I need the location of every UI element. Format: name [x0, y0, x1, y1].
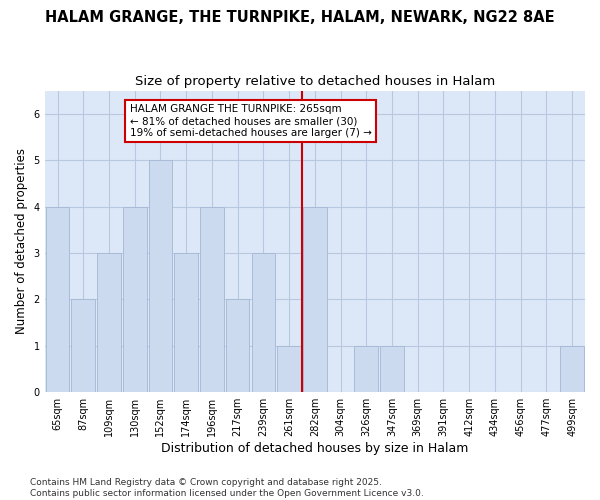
Bar — [200, 206, 224, 392]
Text: HALAM GRANGE, THE TURNPIKE, HALAM, NEWARK, NG22 8AE: HALAM GRANGE, THE TURNPIKE, HALAM, NEWAR… — [45, 10, 555, 25]
Bar — [123, 206, 146, 392]
Bar — [355, 346, 378, 392]
Text: Contains HM Land Registry data © Crown copyright and database right 2025.
Contai: Contains HM Land Registry data © Crown c… — [30, 478, 424, 498]
Title: Size of property relative to detached houses in Halam: Size of property relative to detached ho… — [135, 75, 495, 88]
Bar — [71, 300, 95, 392]
Bar — [560, 346, 584, 392]
Bar — [175, 253, 198, 392]
Bar — [380, 346, 404, 392]
Bar — [149, 160, 172, 392]
Bar — [97, 253, 121, 392]
Bar — [303, 206, 326, 392]
Bar — [251, 253, 275, 392]
X-axis label: Distribution of detached houses by size in Halam: Distribution of detached houses by size … — [161, 442, 469, 455]
Bar — [277, 346, 301, 392]
Text: HALAM GRANGE THE TURNPIKE: 265sqm
← 81% of detached houses are smaller (30)
19% : HALAM GRANGE THE TURNPIKE: 265sqm ← 81% … — [130, 104, 371, 138]
Bar — [226, 300, 250, 392]
Y-axis label: Number of detached properties: Number of detached properties — [15, 148, 28, 334]
Bar — [46, 206, 70, 392]
